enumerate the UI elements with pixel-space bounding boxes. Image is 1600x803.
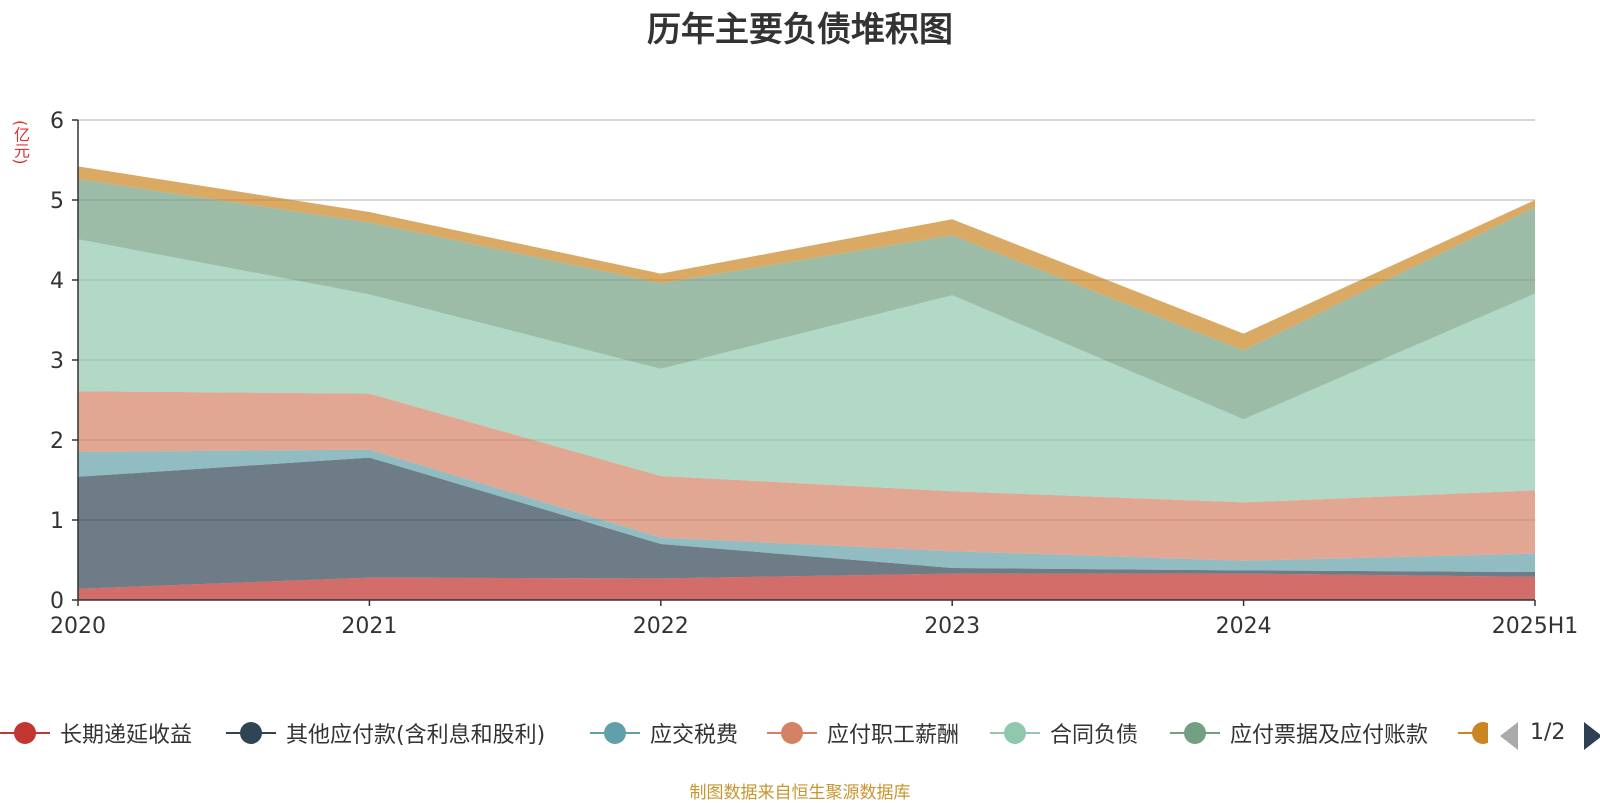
chart-title: 历年主要负债堆积图 xyxy=(647,10,953,50)
legend-pager: 1/2 xyxy=(1500,718,1600,754)
legend-label: 其他应付款(含利息和股利) xyxy=(286,723,546,748)
y-tick-label: 2 xyxy=(50,429,64,454)
legend-marker-icon xyxy=(226,719,276,747)
area-series-1 xyxy=(78,457,1535,589)
legend: 长期递延收益 其他应付款(含利息和股利) 应交税费 应付职工薪酬 合同负债 应付票据及应付… xyxy=(0,716,1600,756)
legend-marker-icon xyxy=(1170,719,1220,747)
legend-label: 应交税费 xyxy=(650,723,739,748)
data-source-note: 制图数据来自恒生聚源数据库 xyxy=(689,783,911,803)
legend-prev-page-icon[interactable] xyxy=(1500,722,1518,750)
legend-marker-icon xyxy=(767,719,817,747)
y-tick-label: 4 xyxy=(50,269,64,294)
legend-marker-icon xyxy=(990,719,1040,747)
y-axis-unit-label: (亿元) xyxy=(11,120,30,165)
legend-item[interactable]: 应交税费 xyxy=(590,716,738,750)
x-tick-label: 2023 xyxy=(924,614,980,639)
area-series-0 xyxy=(78,573,1535,600)
legend-item[interactable] xyxy=(1458,716,1488,750)
legend-label: 应付票据及应付账款 xyxy=(1230,723,1429,748)
legend-page-indicator: 1/2 xyxy=(1530,720,1566,745)
x-tick-label: 2022 xyxy=(633,614,689,639)
area-series-4 xyxy=(78,239,1535,503)
y-tick-label: 6 xyxy=(50,109,64,134)
legend-marker-icon xyxy=(590,719,640,747)
area-series-6 xyxy=(78,166,1535,351)
legend-item[interactable]: 应付职工薪酬 xyxy=(767,716,959,750)
x-tick-label: 2021 xyxy=(341,614,397,639)
legend-item[interactable]: 其他应付款(含利息和股利) xyxy=(226,716,545,750)
y-tick-label: 1 xyxy=(50,509,64,534)
plot-area: 0 1 2 3 4 5 6 2020 2021 2022 2023 2024 2025H1 xyxy=(50,109,1579,639)
legend-label: 应付职工薪酬 xyxy=(827,723,960,748)
legend-label: 长期递延收益 xyxy=(60,723,193,748)
area-series-3 xyxy=(78,391,1535,561)
legend-label: 合同负债 xyxy=(1050,723,1139,748)
legend-marker-icon xyxy=(0,719,50,747)
area-series-5 xyxy=(78,179,1535,420)
area-series-2 xyxy=(78,449,1535,572)
y-tick-label: 0 xyxy=(50,589,64,614)
x-tick-label: 2020 xyxy=(50,614,106,639)
legend-item[interactable]: 合同负债 xyxy=(990,716,1138,750)
legend-marker-icon xyxy=(1458,719,1488,747)
legend-item[interactable]: 长期递延收益 xyxy=(0,716,192,750)
y-tick-label: 3 xyxy=(50,349,64,374)
legend-next-page-icon[interactable] xyxy=(1584,722,1600,750)
y-tick-label: 5 xyxy=(50,189,64,214)
x-tick-label: 2025H1 xyxy=(1492,614,1579,639)
legend-item[interactable]: 应付票据及应付账款 xyxy=(1170,716,1428,750)
x-tick-label: 2024 xyxy=(1216,614,1272,639)
